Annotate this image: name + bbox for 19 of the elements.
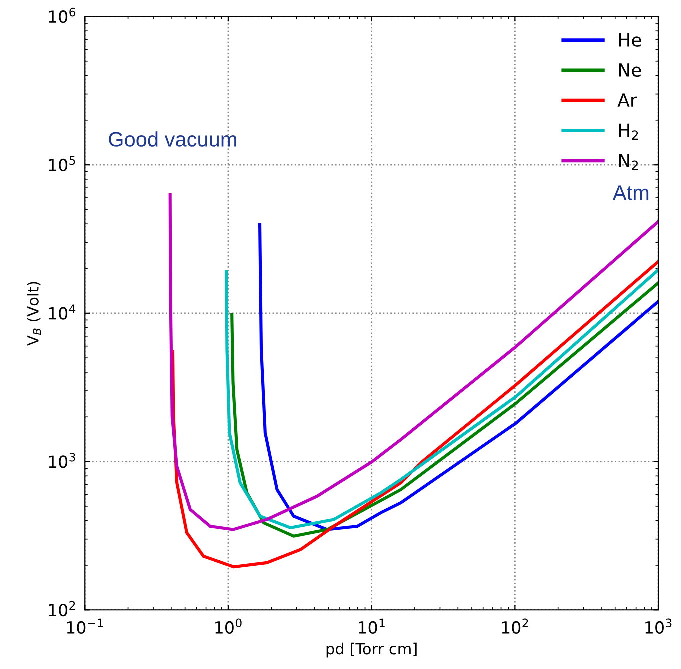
y-tick-label: 10$^{4}$ bbox=[49, 304, 76, 320]
legend-label: Ne bbox=[619, 64, 642, 78]
legend-label: He bbox=[619, 34, 642, 47]
legend-label: Ar bbox=[618, 94, 638, 107]
x-tick-label: 10$^{0}$ bbox=[216, 618, 242, 634]
y-tick-label: 10$^{5}$ bbox=[49, 156, 76, 172]
y-tick-label: 10$^{6}$ bbox=[49, 8, 76, 24]
x-axis-title: pd [Torr cm] bbox=[326, 642, 417, 658]
y-tick-label: 10$^{3}$ bbox=[49, 452, 76, 468]
y-tick-label: 10$^{2}$ bbox=[49, 601, 76, 617]
x-tick-label: 10$^{2}$ bbox=[502, 618, 528, 634]
annotation: Atm bbox=[612, 186, 649, 200]
x-tick-label: 10$^{3}$ bbox=[646, 618, 672, 634]
x-tick-label: 10$^{1}$ bbox=[358, 618, 385, 634]
annotation: Good vacuum bbox=[109, 132, 236, 147]
legend-label: H$_{2}$ bbox=[619, 124, 638, 140]
y-axis-title: V$_{B}$ (Volt) bbox=[27, 282, 42, 346]
x-tick-label: 10$^{−1}$ bbox=[67, 618, 104, 634]
legend-label: N$_{2}$ bbox=[619, 154, 638, 170]
